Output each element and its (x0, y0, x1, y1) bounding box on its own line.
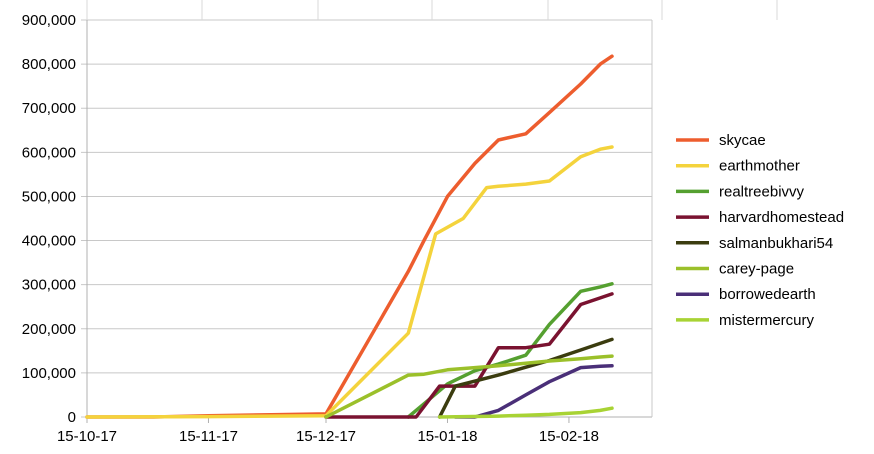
y-tick-label: 0 (68, 409, 76, 426)
y-tick-label: 100,000 (22, 365, 76, 382)
y-tick-label: 200,000 (22, 321, 76, 338)
y-tick-label: 300,000 (22, 277, 76, 294)
series-line-carey-page (324, 354, 614, 419)
grid-lines (81, 0, 778, 418)
y-tick-label: 900,000 (22, 12, 76, 29)
legend: skycae earthmother realtreebivvy harvardhom… (676, 132, 844, 329)
series-lines (85, 54, 614, 419)
legend-label-earthmother: earthmother (719, 158, 800, 175)
y-tick-label: 700,000 (22, 100, 76, 117)
series-line-harvardhomestead (324, 292, 614, 419)
y-tick-label: 500,000 (22, 188, 76, 205)
y-tick-label: 600,000 (22, 144, 76, 161)
legend-label-mistermercury: mistermercury (719, 312, 815, 329)
y-tick-label: 400,000 (22, 233, 76, 250)
series-line-salmanbukhari54 (437, 337, 614, 419)
x-tick-label: 15-10-17 (57, 428, 117, 445)
axes (86, 20, 653, 423)
y-tick-label: 800,000 (22, 56, 76, 73)
legend-label-carey-page: carey-page (719, 261, 794, 278)
x-tick-label: 15-02-18 (539, 428, 599, 445)
x-axis-tick-labels: 15-10-17 15-11-17 15-12-17 15-01-18 15-02-18 (57, 428, 599, 445)
legend-label-salmanbukhari54: salmanbukhari54 (719, 235, 833, 252)
legend-label-skycae: skycae (719, 132, 766, 149)
legend-label-realtreebivvy: realtreebivvy (719, 183, 805, 200)
x-tick-label: 15-11-17 (179, 428, 238, 445)
series-line-mistermercury (437, 406, 614, 419)
series-line-borrowedearth (453, 364, 614, 419)
x-tick-label: 15-01-18 (417, 428, 477, 445)
y-axis-tick-labels: 0 100,000 200,000 300,000 400,000 500,000 600,… (22, 12, 76, 426)
legend-label-harvardhomestead: harvardhomestead (719, 209, 844, 226)
legend-label-borrowedearth: borrowedearth (719, 286, 816, 303)
x-tick-label: 15-12-17 (296, 428, 356, 445)
